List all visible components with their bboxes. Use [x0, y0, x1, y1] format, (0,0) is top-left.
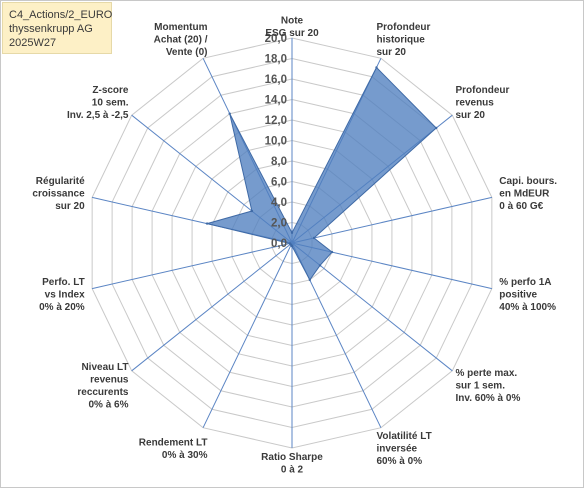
- category-label-line: vs Index: [45, 290, 85, 301]
- category-label: Capi. bours. en MdEUR 0 à 60 G€: [499, 176, 557, 212]
- axis-spoke: [91, 242, 293, 290]
- category-label-line: Capi. bours.: [499, 176, 557, 187]
- category-label-line: Perfo. LT: [42, 277, 85, 288]
- category-label: Rendement LT 0% à 30%: [139, 437, 208, 461]
- category-label: % perte max. sur 1 sem. Inv. 60% à 0%: [456, 368, 521, 404]
- radial-tick-label: 10,0: [265, 136, 287, 148]
- category-label-line: 0 à 60 G€: [499, 201, 543, 212]
- series-point: [288, 242, 292, 245]
- category-label-line: Niveau LT: [81, 362, 128, 373]
- category-label-line: reccurents: [77, 387, 129, 398]
- radial-tick-label: 0,0: [271, 238, 287, 250]
- radial-tick-label: 8,0: [271, 156, 287, 168]
- series-point: [228, 112, 231, 115]
- axis-spoke: [131, 242, 293, 372]
- category-label: Régularité croissance sur 20: [32, 176, 85, 212]
- header-line-portfolio: C4_Actions/2_EURO: [9, 9, 113, 21]
- header-line-company: thyssenkrupp AG: [9, 23, 93, 35]
- radial-tick-label: 4,0: [271, 197, 287, 209]
- series-point: [330, 250, 334, 254]
- category-label-line: 60% à 0%: [377, 456, 423, 467]
- category-label-line: Profondeur: [456, 85, 510, 96]
- series-area: [205, 66, 437, 281]
- category-label-line: sur 1 sem.: [456, 381, 506, 392]
- category-label-line: 10 sem.: [92, 98, 129, 109]
- category-label-line: % perte max.: [456, 368, 518, 379]
- category-label-line: Momentum: [154, 22, 207, 33]
- category-label-line: inversée: [377, 444, 418, 455]
- category-label-line: Rendement LT: [139, 437, 208, 448]
- category-label: Momentum Achat (20) / Vente (0): [154, 22, 208, 58]
- category-label-line: Régularité: [36, 176, 85, 187]
- series-point: [318, 264, 322, 267]
- radial-tick-label: 12,0: [265, 115, 287, 127]
- category-label-line: 40% à 100%: [499, 302, 556, 313]
- category-label-line: historique: [377, 35, 426, 46]
- series-point: [375, 66, 378, 69]
- series-point: [312, 236, 316, 240]
- category-label-line: croissance: [32, 189, 85, 200]
- radial-tick-label: 18,0: [265, 54, 287, 66]
- category-label-line: positive: [499, 290, 537, 301]
- category-label-line: sur 20: [456, 110, 486, 121]
- header-line-week: 2025W27: [9, 37, 57, 49]
- category-label-line: 0% à 20%: [39, 302, 85, 313]
- category-label-line: Ratio Sharpe: [261, 452, 323, 463]
- category-label-line: revenus: [90, 374, 129, 385]
- category-label-line: Profondeur: [377, 22, 431, 33]
- series-point: [250, 209, 254, 213]
- category-label: Niveau LT revenus reccurents 0% à 6%: [77, 362, 129, 411]
- category-label-line: revenus: [456, 98, 495, 109]
- category-label: Volatilité LT inversée 60% à 0%: [377, 431, 432, 467]
- category-label-line: sur 20: [55, 201, 85, 212]
- category-label: Z-score 10 sem. Inv. 2,5 à -2,5: [67, 85, 129, 121]
- category-label-line: Achat (20) /: [154, 35, 208, 46]
- category-label-line: en MdEUR: [499, 189, 550, 200]
- category-label-line: 0% à 6%: [88, 399, 128, 410]
- category-label-line: Vente (0): [166, 47, 208, 58]
- series-point: [205, 222, 209, 225]
- chart-header-box: C4_Actions/2_EURO thyssenkrupp AG 2025W2…: [2, 2, 112, 54]
- axis-spoke: [291, 196, 493, 244]
- category-label: Profondeur historique sur 20: [377, 22, 431, 58]
- category-label-line: 0% à 30%: [162, 450, 208, 461]
- category-label-line: Inv. 2,5 à -2,5: [67, 110, 129, 121]
- category-label-line: sur 20: [377, 47, 407, 58]
- category-label-line: Volatilité LT: [377, 431, 432, 442]
- radial-tick-label: 14,0: [265, 95, 287, 107]
- category-label: Perfo. LT vs Index 0% à 20%: [39, 277, 85, 313]
- series-point: [435, 126, 438, 130]
- category-label: Ratio Sharpe 0 à 2: [261, 452, 323, 476]
- radial-tick-label: 20,0: [265, 33, 287, 45]
- category-label-line: Inv. 60% à 0%: [456, 393, 521, 404]
- category-label-line: % perfo 1A: [499, 277, 551, 288]
- radial-tick-label: 6,0: [271, 177, 287, 189]
- category-label-line: 0 à 2: [281, 465, 304, 476]
- axis-spoke: [202, 242, 293, 428]
- radial-tick-label: 16,0: [265, 74, 287, 86]
- category-label-line: Note: [281, 16, 304, 27]
- category-label: Profondeur revenus sur 20: [456, 85, 510, 121]
- series-point: [308, 278, 311, 282]
- category-label-line: ESG sur 20: [265, 28, 319, 39]
- category-label: Note ESG sur 20: [265, 16, 319, 40]
- series-point: [290, 231, 294, 234]
- category-label: % perfo 1A positive 40% à 100%: [499, 277, 556, 313]
- category-label-line: Z-score: [92, 85, 129, 96]
- radial-tick-label: 2,0: [271, 218, 287, 230]
